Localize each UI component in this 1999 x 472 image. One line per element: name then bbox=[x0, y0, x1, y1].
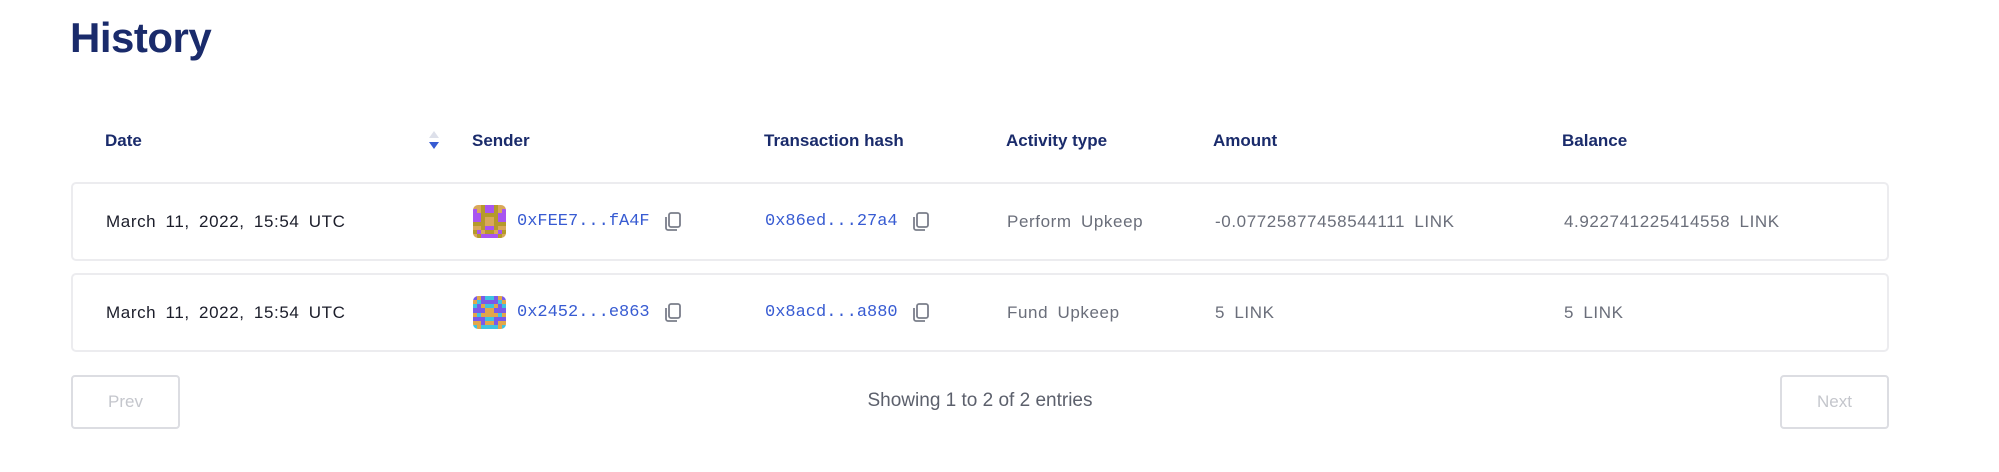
balance-cell: 5 LINK bbox=[1564, 302, 1624, 322]
table-row: March 11, 2022, 15:54 UTC 0xFEE7...fA4F … bbox=[71, 182, 1889, 261]
sender-address-link[interactable]: 0x2452...e863 bbox=[517, 303, 650, 322]
column-header-activity-type: Activity type bbox=[1006, 131, 1108, 150]
sender-address-link[interactable]: 0xFEE7...fA4F bbox=[517, 212, 650, 231]
copy-icon[interactable] bbox=[912, 302, 930, 323]
sort-caret-icon[interactable] bbox=[428, 130, 440, 152]
date-cell: March 11, 2022, 15:54 UTC bbox=[106, 211, 346, 231]
copy-icon[interactable] bbox=[664, 211, 682, 232]
balance-cell: 4.922741225414558 LINK bbox=[1564, 211, 1780, 231]
activity-type-cell: Perform Upkeep bbox=[1007, 211, 1144, 231]
amount-cell: 5 LINK bbox=[1215, 302, 1275, 322]
prev-button[interactable]: Prev bbox=[71, 375, 180, 429]
transaction-hash-cell: 0x86ed...27a4 bbox=[765, 184, 930, 259]
column-header-transaction-hash: Transaction hash bbox=[764, 131, 904, 150]
next-button[interactable]: Next bbox=[1780, 375, 1889, 429]
table-row: March 11, 2022, 15:54 UTC 0x2452...e863 … bbox=[71, 273, 1889, 352]
pagination-summary: Showing 1 to 2 of 2 entries bbox=[867, 390, 1093, 411]
column-header-date[interactable]: Date bbox=[105, 131, 142, 150]
sender-cell: 0x2452...e863 bbox=[473, 275, 682, 350]
copy-icon[interactable] bbox=[664, 302, 682, 323]
page-title: History bbox=[70, 14, 212, 61]
amount-cell: -0.07725877458544111 LINK bbox=[1215, 211, 1455, 231]
date-cell: March 11, 2022, 15:54 UTC bbox=[106, 302, 346, 322]
column-header-amount: Amount bbox=[1213, 131, 1278, 150]
transaction-hash-link[interactable]: 0x86ed...27a4 bbox=[765, 212, 898, 231]
column-header-balance: Balance bbox=[1562, 131, 1628, 150]
activity-type-cell: Fund Upkeep bbox=[1007, 302, 1120, 322]
sender-avatar bbox=[473, 296, 506, 329]
transaction-hash-link[interactable]: 0x8acd...a880 bbox=[765, 303, 898, 322]
column-header-sender: Sender bbox=[472, 131, 530, 150]
copy-icon[interactable] bbox=[912, 211, 930, 232]
sender-cell: 0xFEE7...fA4F bbox=[473, 184, 682, 259]
transaction-hash-cell: 0x8acd...a880 bbox=[765, 275, 930, 350]
sender-avatar bbox=[473, 205, 506, 238]
